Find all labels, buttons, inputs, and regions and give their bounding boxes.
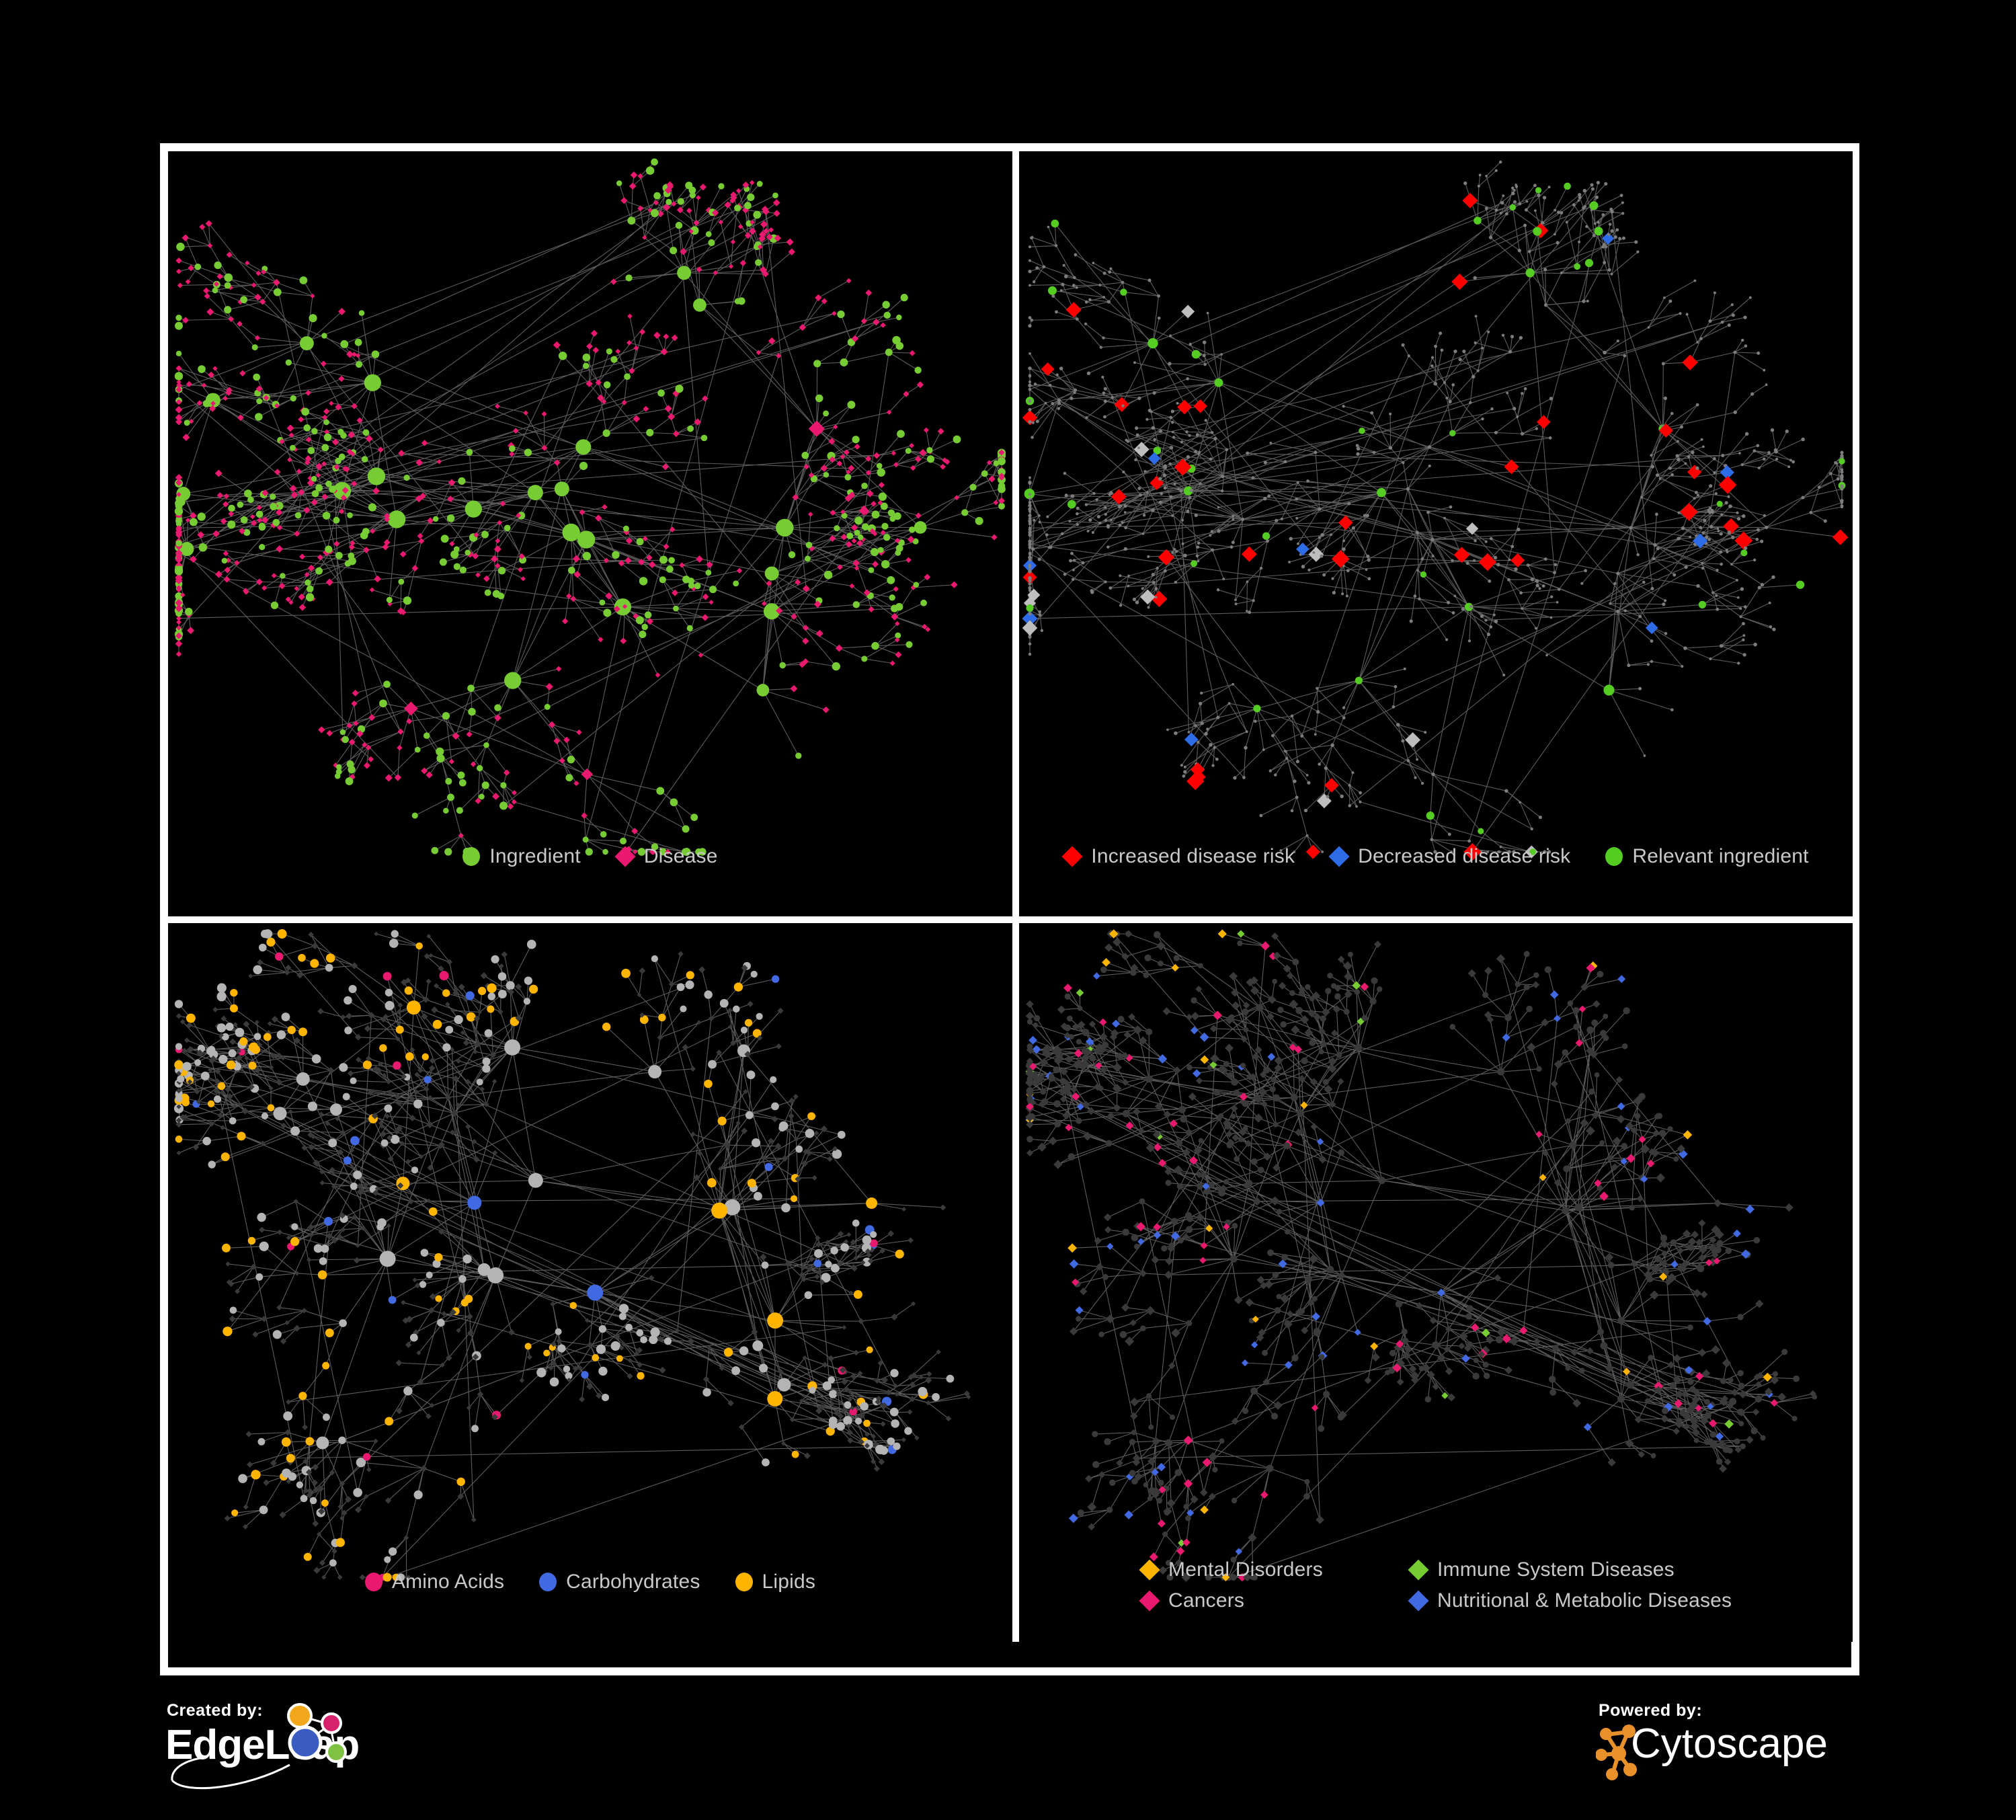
edgeleap-logo[interactable]: Created by: EdgeLeap <box>165 1701 407 1795</box>
legend-label: Ingredient <box>489 845 581 867</box>
cytoscape-wordmark: Cytoscape <box>1631 1720 1828 1767</box>
legend-label: Decreased disease risk <box>1358 845 1571 867</box>
edgeleap-graph-icon <box>171 1703 347 1790</box>
diamond-node-icon <box>1061 846 1083 867</box>
circle-node-icon <box>735 1573 753 1591</box>
legend-label: Nutritional & Metabolic Diseases <box>1437 1589 1732 1612</box>
legend-panel-d: Mental Disorders Immune System Diseases … <box>1019 1558 1853 1612</box>
diamond-node-icon <box>1408 1559 1429 1581</box>
circle-node-icon <box>462 847 481 866</box>
legend-label: Immune System Diseases <box>1437 1558 1675 1581</box>
panel-disease-category-network[interactable]: Mental Disorders Immune System Diseases … <box>1019 923 1853 1642</box>
panel-disease-risk-network[interactable]: Increased disease risk Decreased disease… <box>1019 151 1853 916</box>
legend-label: Disease <box>643 845 718 867</box>
legend-item-amino-acids[interactable]: Amino Acids <box>364 1571 505 1593</box>
panel-divider-vertical-bottom <box>1012 923 1019 1642</box>
legend-item-decreased-disease-risk[interactable]: Decreased disease risk <box>1328 845 1571 868</box>
circle-node-icon <box>539 1573 557 1591</box>
legend-label: Amino Acids <box>391 1571 505 1593</box>
circle-node-icon <box>364 1573 382 1591</box>
legend-panel-c: Amino Acids Carbohydrates Lipids <box>168 1571 1012 1604</box>
network-graph-a[interactable] <box>168 151 1012 916</box>
legend-label: Mental Disorders <box>1168 1558 1323 1581</box>
legend-label: Carbohydrates <box>566 1571 700 1593</box>
legend-item-nutritional-metabolic-diseases[interactable]: Nutritional & Metabolic Diseases <box>1408 1589 1732 1612</box>
legend-item-increased-disease-risk[interactable]: Increased disease risk <box>1061 845 1295 868</box>
cytoscape-graph-icon <box>1596 1725 1637 1780</box>
cytoscape-logo[interactable]: Powered by: Cytoscape <box>1584 1701 1853 1795</box>
legend-item-lipids[interactable]: Lipids <box>735 1571 816 1593</box>
network-graph-b[interactable] <box>1019 151 1853 916</box>
legend-item-immune-system-diseases[interactable]: Immune System Diseases <box>1408 1558 1732 1581</box>
panel-divider-horizontal <box>168 916 1853 923</box>
legend-item-cancers[interactable]: Cancers <box>1139 1589 1409 1612</box>
legend-label: Relevant ingredient <box>1632 845 1809 867</box>
panel-nutrient-class-network[interactable]: Amino Acids Carbohydrates Lipids <box>168 923 1012 1642</box>
panel-ingredient-disease-network[interactable]: Ingredient Disease <box>168 151 1012 916</box>
powered-by-label: Powered by: <box>1599 1701 1703 1720</box>
diamond-node-icon <box>1408 1590 1429 1612</box>
created-by-label: Created by: <box>167 1701 264 1720</box>
legend-label: Lipids <box>762 1571 816 1593</box>
diamond-node-icon <box>614 846 636 867</box>
diamond-node-icon <box>1328 846 1350 867</box>
diamond-node-icon <box>1139 1590 1160 1612</box>
legend-panel-a: Ingredient Disease <box>168 845 1012 879</box>
diamond-node-icon <box>1139 1559 1160 1581</box>
legend-item-disease[interactable]: Disease <box>614 845 718 868</box>
legend-panel-b: Increased disease risk Decreased disease… <box>1019 845 1853 879</box>
legend-item-ingredient[interactable]: Ingredient <box>462 845 581 868</box>
figure-footer: Created by: EdgeLeap Powered by: Cytosca… <box>160 1688 1859 1815</box>
legend-item-carbohydrates[interactable]: Carbohydrates <box>539 1571 700 1593</box>
circle-node-icon <box>1605 847 1623 866</box>
legend-item-relevant-ingredient[interactable]: Relevant ingredient <box>1605 845 1809 868</box>
panel-divider-vertical-top <box>1012 151 1019 916</box>
network-graph-c[interactable] <box>168 923 1012 1642</box>
figure-frame: Ingredient Disease Increased disease ris… <box>160 143 1859 1675</box>
legend-label: Cancers <box>1168 1589 1245 1612</box>
legend-item-mental-disorders[interactable]: Mental Disorders <box>1139 1558 1409 1581</box>
legend-label: Increased disease risk <box>1091 845 1295 867</box>
network-graph-d[interactable] <box>1019 923 1853 1642</box>
